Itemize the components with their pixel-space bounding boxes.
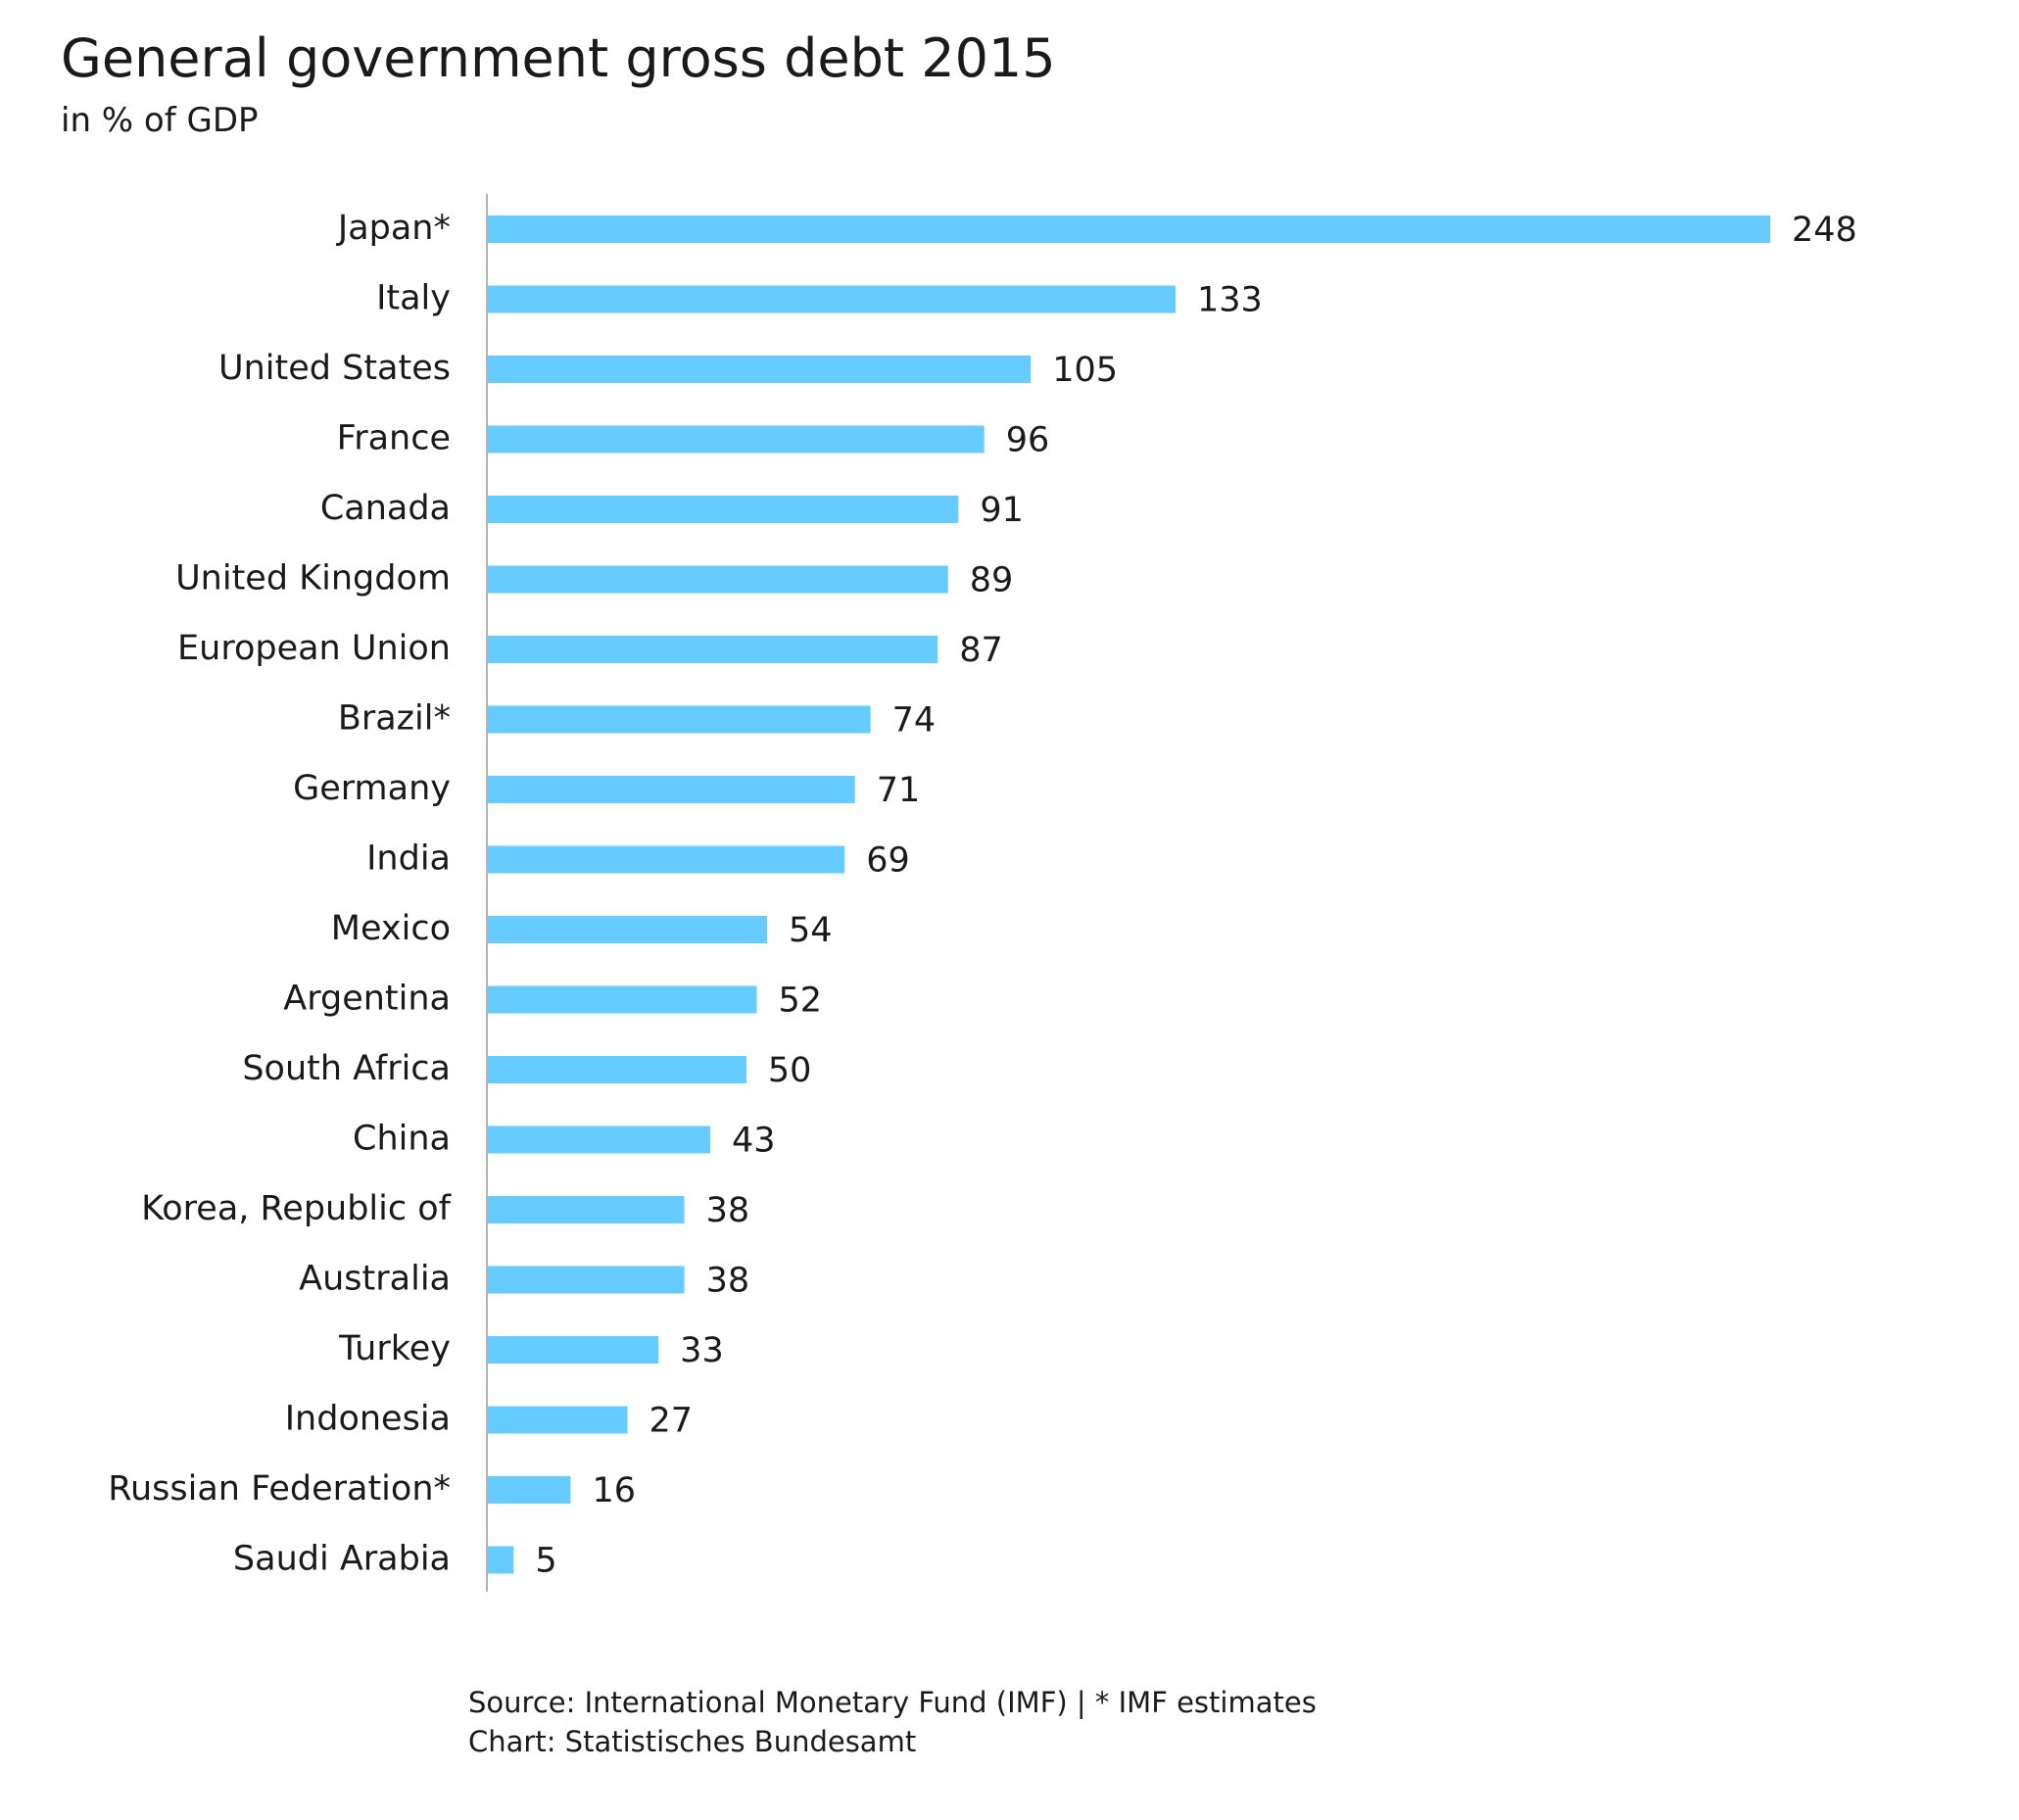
category-label: Germany xyxy=(293,769,451,808)
category-label: Korea, Republic of xyxy=(141,1189,452,1228)
bar xyxy=(488,1406,628,1434)
value-label: 96 xyxy=(1006,421,1050,460)
bar xyxy=(488,1546,514,1574)
category-label: Russian Federation* xyxy=(108,1469,451,1509)
value-label: 87 xyxy=(959,631,1003,670)
bar xyxy=(488,985,757,1014)
value-label: 5 xyxy=(535,1542,556,1581)
value-label: 38 xyxy=(706,1191,750,1230)
bar xyxy=(488,1336,659,1364)
bar xyxy=(488,425,985,454)
category-label: United Kingdom xyxy=(175,559,451,599)
value-label: 105 xyxy=(1052,351,1118,390)
category-label: China xyxy=(353,1120,451,1159)
category-label: Japan* xyxy=(336,209,451,248)
category-label: European Union xyxy=(177,629,451,668)
bar xyxy=(488,1476,571,1504)
bar xyxy=(488,1126,710,1154)
category-label: Mexico xyxy=(331,909,451,948)
value-label: 89 xyxy=(970,561,1014,600)
bar xyxy=(488,356,1032,383)
bar xyxy=(488,705,871,734)
category-label: United States xyxy=(218,349,451,388)
bar xyxy=(488,916,768,943)
value-label: 50 xyxy=(768,1051,812,1090)
value-label: 16 xyxy=(592,1471,636,1510)
bar xyxy=(488,496,959,523)
chart-footer: Source: International Monetary Fund (IMF… xyxy=(468,1683,1317,1761)
category-label: South Africa xyxy=(242,1049,451,1088)
bar xyxy=(488,1196,685,1223)
value-label: 43 xyxy=(732,1122,776,1161)
bar xyxy=(488,1056,746,1083)
value-label: 91 xyxy=(980,491,1024,530)
category-label: France xyxy=(337,419,451,458)
category-label: Turkey xyxy=(338,1329,451,1368)
bar xyxy=(488,285,1177,313)
category-label: Australia xyxy=(299,1260,451,1299)
category-label: Saudi Arabia xyxy=(233,1540,451,1579)
value-label: 52 xyxy=(778,982,822,1021)
value-label: 248 xyxy=(1792,211,1857,250)
value-label: 54 xyxy=(789,911,833,950)
chart-title: General government gross debt 2015 xyxy=(61,27,1056,89)
value-label: 38 xyxy=(706,1262,750,1301)
value-label: 74 xyxy=(892,701,937,741)
value-label: 71 xyxy=(877,771,921,810)
chart-subtitle: in % of GDP xyxy=(61,101,259,140)
bar xyxy=(488,845,845,874)
value-label: 33 xyxy=(680,1331,724,1370)
source-note: Source: International Monetary Fund (IMF… xyxy=(468,1686,1317,1719)
value-label: 133 xyxy=(1197,281,1263,320)
category-label: India xyxy=(366,839,451,879)
value-label: 69 xyxy=(866,841,910,881)
bar xyxy=(488,636,938,663)
bar xyxy=(488,776,855,803)
bar xyxy=(488,565,948,594)
category-label: Italy xyxy=(376,279,451,318)
value-label: 27 xyxy=(649,1402,694,1441)
category-label: Canada xyxy=(320,489,451,528)
category-label: Argentina xyxy=(283,980,451,1019)
chart-credit: Chart: Statistisches Bundesamt xyxy=(468,1725,917,1758)
category-label: Brazil* xyxy=(338,699,451,739)
bar xyxy=(488,1266,685,1294)
category-label: Indonesia xyxy=(285,1400,451,1439)
bar xyxy=(488,216,1770,243)
